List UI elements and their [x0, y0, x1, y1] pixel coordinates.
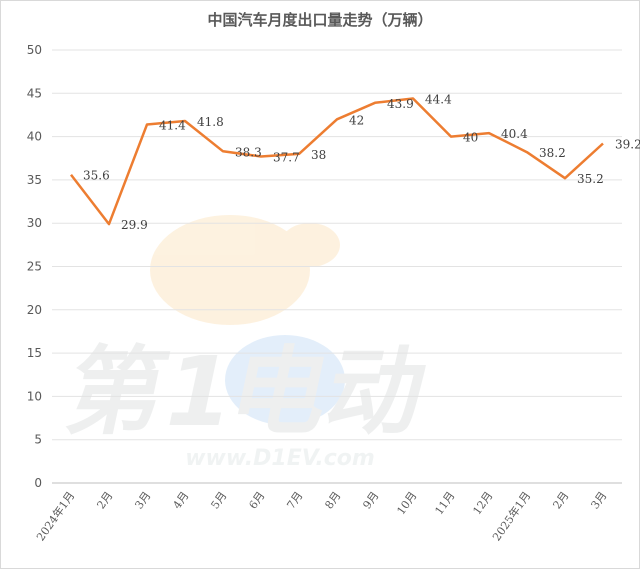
data-label: 40.4 [501, 127, 528, 141]
y-tick-label: 10 [27, 389, 42, 403]
x-tick-label: 6月 [246, 489, 267, 511]
y-axis-ticks: 0 5 10 15 20 25 30 35 40 45 50 [27, 43, 42, 490]
x-tick-label: 3月 [132, 489, 153, 511]
data-label: 43.9 [387, 97, 414, 111]
watermark-mascot-head [150, 215, 310, 325]
chart-title: 中国汽车月度出口量走势（万辆） [207, 11, 433, 29]
x-tick-label: 2月 [94, 489, 115, 511]
data-label: 40 [463, 131, 478, 145]
y-tick-label: 15 [27, 346, 42, 360]
data-label: 35.6 [83, 169, 110, 183]
data-label: 29.9 [121, 218, 148, 232]
y-tick-label: 45 [27, 86, 42, 100]
x-tick-label: 2024年1月 [33, 489, 77, 544]
data-label: 38.3 [235, 145, 262, 159]
y-tick-label: 20 [27, 303, 42, 317]
watermark: 第1电动 www.D1EV.com [57, 215, 436, 471]
series-line [70, 97, 604, 226]
data-label: 39.2 [615, 138, 640, 152]
data-label: 42 [349, 113, 364, 127]
x-tick-label: 10月 [394, 489, 419, 517]
x-tick-label: 3月 [588, 489, 609, 511]
data-label: 38 [311, 148, 326, 162]
data-label: 37.7 [273, 151, 300, 165]
data-labels: 35.6 29.9 41.4 41.8 38.3 37.7 38 42 43.9 44.4 40 40… [83, 92, 640, 232]
y-tick-label: 5 [34, 433, 42, 447]
y-tick-label: 40 [27, 130, 42, 144]
x-tick-label: 8月 [322, 489, 343, 511]
y-tick-label: 25 [27, 260, 42, 274]
watermark-brand-text: 第1电动 [57, 336, 436, 448]
x-tick-label: 5月 [208, 489, 229, 511]
x-tick-label: 11月 [432, 489, 457, 517]
data-label: 41.8 [197, 115, 224, 129]
x-tick-label: 12月 [470, 489, 495, 517]
y-tick-label: 0 [34, 476, 42, 490]
x-tick-label: 2025年1月 [489, 489, 533, 544]
x-tick-label: 7月 [284, 489, 305, 511]
watermark-mascot-body [225, 335, 345, 425]
watermark-mascot-ear [280, 223, 340, 267]
x-tick-label: 2月 [550, 489, 571, 511]
watermark-url-text: www.D1EV.com [185, 446, 375, 471]
grid-lines [52, 49, 622, 484]
x-tick-label: 4月 [170, 489, 191, 511]
y-tick-label: 30 [27, 216, 42, 230]
y-tick-label: 50 [27, 43, 42, 57]
y-tick-label: 35 [27, 173, 42, 187]
x-tick-label: 9月 [360, 489, 381, 511]
data-label: 35.2 [577, 172, 604, 186]
data-label: 38.2 [539, 146, 566, 160]
data-label: 41.4 [159, 118, 186, 132]
data-label: 44.4 [425, 92, 452, 106]
